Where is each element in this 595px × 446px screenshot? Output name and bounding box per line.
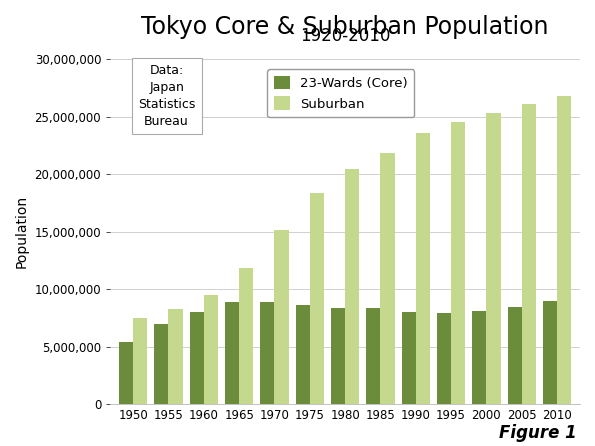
Bar	[367, 308, 380, 404]
Bar	[119, 342, 133, 404]
Bar	[380, 153, 394, 404]
Bar	[557, 96, 571, 404]
Legend: 23-Wards (Core), Suburban: 23-Wards (Core), Suburban	[267, 69, 414, 117]
Bar	[133, 318, 148, 404]
Text: 1920-2010: 1920-2010	[300, 27, 390, 45]
Bar	[451, 122, 465, 404]
Bar	[296, 305, 310, 404]
Bar	[331, 308, 345, 404]
Bar	[402, 313, 416, 404]
Bar	[345, 169, 359, 404]
Bar	[522, 104, 536, 404]
Text: Figure 1: Figure 1	[499, 424, 577, 442]
Bar	[204, 295, 218, 404]
Bar	[486, 113, 500, 404]
Y-axis label: Population: Population	[15, 195, 29, 268]
Bar	[261, 302, 274, 404]
Text: Data:
Japan
Statistics
Bureau: Data: Japan Statistics Bureau	[138, 64, 195, 128]
Bar	[310, 193, 324, 404]
Bar	[225, 302, 239, 404]
Bar	[239, 268, 253, 404]
Bar	[168, 309, 183, 404]
Bar	[472, 310, 486, 404]
Bar	[274, 230, 289, 404]
Bar	[190, 312, 204, 404]
Bar	[154, 324, 168, 404]
Bar	[416, 133, 430, 404]
Bar	[437, 313, 451, 404]
Bar	[508, 306, 522, 404]
Title: Tokyo Core & Suburban Population: Tokyo Core & Suburban Population	[142, 15, 549, 39]
Bar	[543, 301, 557, 404]
